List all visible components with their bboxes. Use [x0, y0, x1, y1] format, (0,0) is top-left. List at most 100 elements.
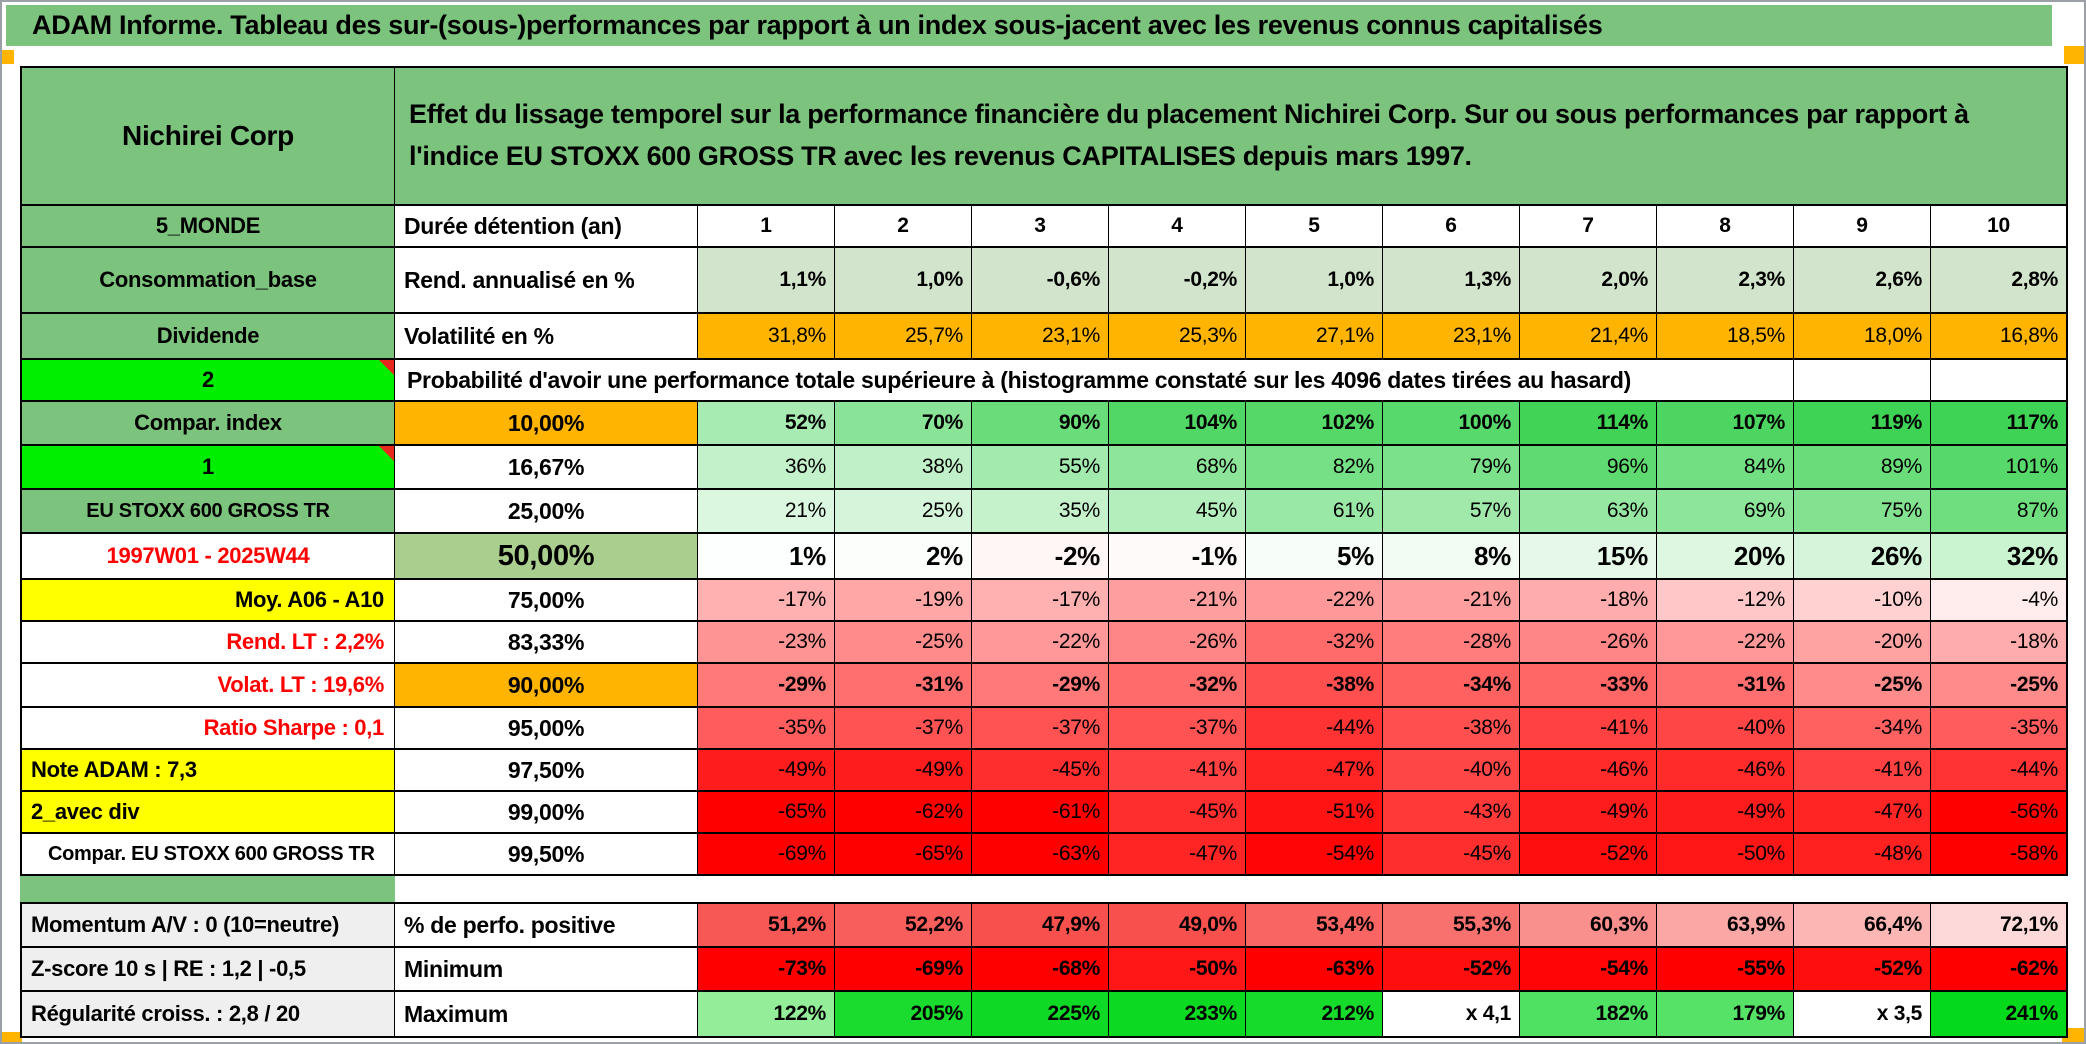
data-cell[interactable]: -65% — [698, 792, 835, 834]
data-cell[interactable]: -45% — [1383, 834, 1520, 876]
table-description[interactable]: Effet du lissage temporel sur la perform… — [395, 66, 2068, 206]
data-cell[interactable]: 102% — [1246, 402, 1383, 446]
row-header[interactable]: 75,00% — [395, 580, 698, 622]
data-cell[interactable]: -32% — [1246, 622, 1383, 664]
data-cell[interactable]: 107% — [1657, 402, 1794, 446]
column-header[interactable]: 8 — [1657, 206, 1794, 248]
data-cell[interactable]: -31% — [835, 664, 972, 708]
data-cell[interactable]: 212% — [1246, 992, 1383, 1038]
data-cell[interactable]: -56% — [1931, 792, 2068, 834]
data-cell[interactable]: 23,1% — [972, 314, 1109, 360]
empty-cell[interactable] — [1931, 360, 2068, 402]
data-cell[interactable]: -37% — [1109, 708, 1246, 750]
data-cell[interactable]: 47,9% — [972, 902, 1109, 948]
data-cell[interactable]: 23,1% — [1383, 314, 1520, 360]
row-header[interactable]: % de perfo. positive — [395, 902, 698, 948]
data-cell[interactable]: -63% — [972, 834, 1109, 876]
row-label[interactable]: Volat. LT : 19,6% — [20, 664, 395, 708]
data-cell[interactable]: -47% — [1246, 750, 1383, 792]
data-cell[interactable]: -26% — [1109, 622, 1246, 664]
column-header[interactable]: 6 — [1383, 206, 1520, 248]
data-cell[interactable]: 27,1% — [1246, 314, 1383, 360]
data-cell[interactable]: -21% — [1109, 580, 1246, 622]
data-cell[interactable]: -12% — [1657, 580, 1794, 622]
row-label[interactable]: EU STOXX 600 GROSS TR — [20, 490, 395, 534]
data-cell[interactable]: 63% — [1520, 490, 1657, 534]
data-cell[interactable]: 21,4% — [1520, 314, 1657, 360]
data-cell[interactable]: 57% — [1383, 490, 1520, 534]
data-cell[interactable]: -68% — [972, 948, 1109, 992]
data-cell[interactable]: 32% — [1931, 534, 2068, 580]
data-cell[interactable]: -21% — [1383, 580, 1520, 622]
data-cell[interactable]: 66,4% — [1794, 902, 1931, 948]
data-cell[interactable]: -35% — [698, 708, 835, 750]
data-cell[interactable]: 26% — [1794, 534, 1931, 580]
row-label[interactable]: 1 — [20, 446, 395, 490]
data-cell[interactable]: -1% — [1109, 534, 1246, 580]
data-cell[interactable]: 2,0% — [1520, 248, 1657, 314]
data-cell[interactable]: -46% — [1520, 750, 1657, 792]
data-cell[interactable]: 117% — [1931, 402, 2068, 446]
data-cell[interactable]: -62% — [835, 792, 972, 834]
data-cell[interactable]: -17% — [972, 580, 1109, 622]
data-cell[interactable]: 52% — [698, 402, 835, 446]
data-cell[interactable]: -18% — [1931, 622, 2068, 664]
row-label[interactable]: 5_MONDE — [20, 206, 395, 248]
data-cell[interactable]: 69% — [1657, 490, 1794, 534]
data-cell[interactable]: -19% — [835, 580, 972, 622]
data-cell[interactable]: -20% — [1794, 622, 1931, 664]
data-cell[interactable]: 55,3% — [1383, 902, 1520, 948]
data-cell[interactable]: 21% — [698, 490, 835, 534]
row-header[interactable]: 99,50% — [395, 834, 698, 876]
data-cell[interactable]: -34% — [1383, 664, 1520, 708]
column-header[interactable]: 4 — [1109, 206, 1246, 248]
column-header[interactable]: 7 — [1520, 206, 1657, 248]
data-cell[interactable]: 8% — [1383, 534, 1520, 580]
data-cell[interactable]: 25,7% — [835, 314, 972, 360]
data-cell[interactable]: -69% — [698, 834, 835, 876]
data-cell[interactable]: 104% — [1109, 402, 1246, 446]
data-cell[interactable]: 122% — [698, 992, 835, 1038]
data-cell[interactable]: 31,8% — [698, 314, 835, 360]
data-cell[interactable]: -4% — [1931, 580, 2068, 622]
data-cell[interactable]: -44% — [1246, 708, 1383, 750]
data-cell[interactable]: 72,1% — [1931, 902, 2068, 948]
row-label[interactable]: Rend. LT : 2,2% — [20, 622, 395, 664]
data-cell[interactable]: 18,5% — [1657, 314, 1794, 360]
data-cell[interactable]: 60,3% — [1520, 902, 1657, 948]
row-label[interactable]: 1997W01 - 2025W44 — [20, 534, 395, 580]
data-cell[interactable]: 68% — [1109, 446, 1246, 490]
row-header[interactable]: 83,33% — [395, 622, 698, 664]
data-cell[interactable]: -49% — [835, 750, 972, 792]
data-cell[interactable]: -52% — [1383, 948, 1520, 992]
data-cell[interactable]: 2,3% — [1657, 248, 1794, 314]
data-cell[interactable]: x 4,1 — [1383, 992, 1520, 1038]
column-header[interactable]: 2 — [835, 206, 972, 248]
data-cell[interactable]: 2,6% — [1794, 248, 1931, 314]
data-cell[interactable]: 182% — [1520, 992, 1657, 1038]
data-cell[interactable]: 90% — [972, 402, 1109, 446]
data-cell[interactable]: 36% — [698, 446, 835, 490]
data-cell[interactable]: -63% — [1246, 948, 1383, 992]
data-cell[interactable]: -38% — [1383, 708, 1520, 750]
data-cell[interactable]: 119% — [1794, 402, 1931, 446]
data-cell[interactable]: -23% — [698, 622, 835, 664]
data-cell[interactable]: 82% — [1246, 446, 1383, 490]
data-cell[interactable]: -0,6% — [972, 248, 1109, 314]
column-header[interactable]: 9 — [1794, 206, 1931, 248]
data-cell[interactable]: 100% — [1383, 402, 1520, 446]
data-cell[interactable]: -10% — [1794, 580, 1931, 622]
data-cell[interactable]: -33% — [1520, 664, 1657, 708]
row-label[interactable]: Dividende — [20, 314, 395, 360]
row-label[interactable]: Moy. A06 - A10 — [20, 580, 395, 622]
data-cell[interactable]: -37% — [972, 708, 1109, 750]
data-cell[interactable]: -2% — [972, 534, 1109, 580]
data-cell[interactable]: -40% — [1383, 750, 1520, 792]
data-cell[interactable]: -49% — [1657, 792, 1794, 834]
row-label[interactable]: Consommation_base — [20, 248, 395, 314]
column-header[interactable]: 3 — [972, 206, 1109, 248]
data-cell[interactable]: 75% — [1794, 490, 1931, 534]
data-cell[interactable]: -34% — [1794, 708, 1931, 750]
row-header[interactable]: Durée détention (an) — [395, 206, 698, 248]
data-cell[interactable]: 1,0% — [835, 248, 972, 314]
